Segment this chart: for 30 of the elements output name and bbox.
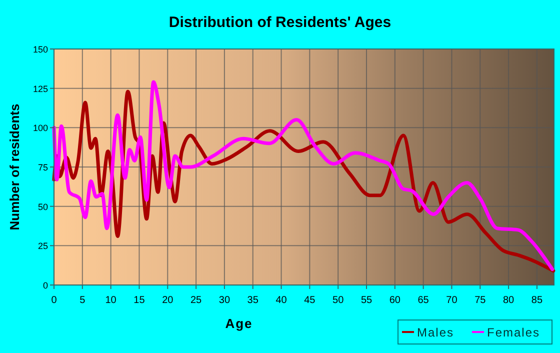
x-tick-label: 45 <box>304 295 316 306</box>
x-tick-label: 65 <box>418 295 430 306</box>
x-tick-label: 55 <box>360 295 372 306</box>
x-tick-label: 50 <box>332 295 344 306</box>
x-tick-label: 70 <box>446 295 458 306</box>
y-tick-label: 150 <box>32 44 48 54</box>
x-tick-label: 20 <box>162 295 174 306</box>
y-tick-label: 50 <box>38 202 48 212</box>
y-tick-label: 100 <box>32 123 48 134</box>
x-tick-label: 5 <box>80 295 86 306</box>
x-tick-label: 0 <box>51 295 58 306</box>
x-tick-label: 40 <box>276 295 288 306</box>
x-tick-label: 10 <box>105 295 117 306</box>
x-tick-label: 35 <box>247 295 259 306</box>
y-tick-label: 25 <box>38 241 48 252</box>
chart-title: Distribution of Residents' Ages <box>168 14 392 31</box>
y-tick-label: 75 <box>38 162 48 172</box>
y-tick-label: 0 <box>42 280 48 290</box>
x-tick-label: 60 <box>389 295 401 306</box>
x-axis-title: Age <box>225 316 253 331</box>
y-tick-label: 125 <box>32 84 48 94</box>
legend-label: Females <box>487 326 540 340</box>
x-tick-label: 80 <box>502 295 515 306</box>
x-tick-label: 25 <box>190 295 202 306</box>
y-axis-title: Number of residents <box>7 104 22 230</box>
x-tick-label: 75 <box>474 295 486 306</box>
x-tick-label: 85 <box>531 295 543 306</box>
x-tick-label: 30 <box>218 295 230 306</box>
legend-label: Males <box>417 326 454 340</box>
x-tick-label: 15 <box>134 295 146 306</box>
